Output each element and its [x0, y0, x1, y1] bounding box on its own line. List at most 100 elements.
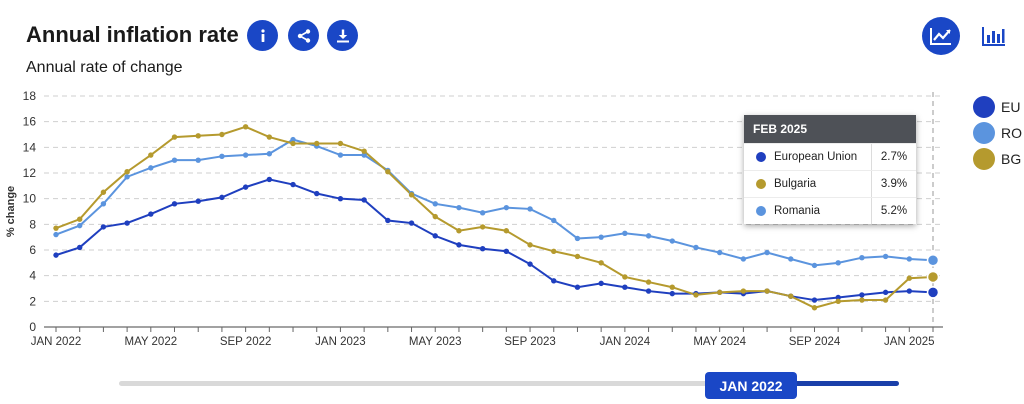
y-tick-label-6: 6	[29, 243, 36, 257]
point-ro-34	[859, 255, 865, 261]
point-eu-17	[456, 242, 462, 248]
point-ro-4	[148, 165, 154, 171]
point-eu-2	[100, 224, 107, 230]
point-eu-20	[527, 261, 533, 267]
point-eu-14	[385, 217, 391, 224]
y-tick-label-10: 10	[23, 192, 37, 206]
point-eu-25	[645, 288, 652, 294]
x-tick-label-4: MAY 2022	[124, 336, 177, 348]
info-button[interactable]	[247, 20, 278, 51]
legend: EU RO BG	[973, 94, 1022, 172]
tooltip-dot-bg	[756, 179, 766, 189]
point-eu-0	[53, 252, 59, 258]
time-slider-track[interactable]	[119, 381, 899, 386]
point-eu-5	[171, 201, 178, 207]
point-ro-23	[598, 234, 604, 240]
point-eu-3	[124, 220, 130, 226]
page-title: Annual inflation rate	[26, 22, 239, 47]
point-ro-12	[337, 152, 344, 158]
point-ro-5	[171, 157, 178, 163]
point-eu-32	[811, 297, 818, 303]
point-ro-22	[574, 235, 581, 242]
point-ro-37	[926, 254, 940, 267]
tooltip-name-eu: European Union	[774, 151, 858, 163]
point-eu-8	[242, 184, 249, 190]
tooltip-row-ro: Romania 5.2%	[744, 197, 916, 224]
point-bg-11	[314, 140, 320, 147]
tooltip-title: FEB 2025	[744, 115, 916, 143]
point-bg-37	[926, 270, 940, 284]
point-ro-13	[361, 152, 367, 158]
x-tick-label-24: JAN 2024	[600, 336, 651, 348]
tooltip-dot-ro	[756, 206, 766, 216]
point-ro-3	[124, 174, 130, 180]
point-eu-9	[266, 176, 273, 183]
point-ro-35	[882, 253, 889, 260]
point-bg-27	[693, 292, 699, 298]
share-button[interactable]	[288, 20, 319, 51]
legend-dot-ro	[973, 122, 995, 144]
point-bg-12	[337, 140, 344, 147]
point-bg-33	[835, 298, 841, 305]
legend-dot-eu	[973, 96, 995, 118]
tooltip-dot-eu	[756, 152, 766, 162]
point-ro-33	[835, 260, 841, 266]
tooltip: FEB 2025 European Union 2.7% Bulgaria 3.…	[744, 115, 916, 224]
share-icon	[297, 28, 310, 43]
point-bg-7	[219, 131, 225, 138]
point-eu-36	[906, 288, 912, 294]
point-ro-24	[622, 230, 628, 237]
point-eu-21	[551, 278, 557, 284]
point-bg-25	[645, 279, 652, 285]
bar-view-button[interactable]	[975, 17, 1013, 55]
point-eu-10	[290, 181, 296, 188]
point-eu-23	[598, 280, 604, 287]
download-button[interactable]	[327, 20, 358, 51]
point-bg-29	[740, 288, 747, 294]
series-line-bg	[55, 125, 934, 309]
x-tick-label-0: JAN 2022	[31, 336, 82, 348]
y-tick-label-14: 14	[23, 140, 37, 154]
legend-label-eu: EU	[1001, 99, 1021, 115]
point-eu-4	[148, 211, 154, 217]
tooltip-value-ro: 5.2%	[871, 198, 916, 224]
x-tick-label-36: JAN 2025	[884, 336, 935, 348]
point-bg-10	[290, 140, 296, 147]
y-axis-label: % change	[5, 186, 17, 237]
point-bg-17	[456, 228, 462, 234]
x-tick-label-16: MAY 2023	[409, 336, 462, 348]
point-bg-15	[408, 192, 415, 198]
point-ro-25	[645, 233, 652, 239]
point-ro-28	[716, 249, 723, 256]
time-slider-handle[interactable]: JAN 2022	[705, 372, 797, 399]
point-ro-17	[456, 204, 462, 211]
point-bg-34	[859, 297, 865, 303]
point-bg-16	[432, 213, 438, 220]
point-ro-19	[503, 204, 510, 211]
point-ro-6	[195, 157, 201, 163]
legend-item-eu[interactable]: EU	[973, 94, 1022, 120]
point-bg-21	[551, 248, 557, 254]
point-bg-1	[77, 216, 83, 222]
point-eu-18	[479, 246, 486, 252]
point-bg-35	[882, 297, 889, 303]
legend-dot-bg	[973, 148, 995, 170]
chart-subtitle: Annual rate of change	[26, 59, 183, 76]
line-view-button[interactable]	[922, 17, 960, 55]
legend-item-bg[interactable]: BG	[973, 146, 1022, 172]
point-bg-26	[669, 284, 675, 290]
tooltip-row-bg: Bulgaria 3.9%	[744, 170, 916, 197]
point-bg-2	[100, 189, 107, 195]
point-ro-20	[527, 206, 533, 212]
x-tick-label-20: SEP 2023	[504, 336, 556, 348]
point-bg-8	[242, 124, 249, 130]
point-eu-33	[835, 294, 841, 301]
x-tick-label-32: SEP 2024	[789, 336, 841, 348]
tooltip-value-eu: 2.7%	[871, 144, 916, 170]
point-ro-7	[219, 153, 225, 160]
y-tick-label-4: 4	[29, 269, 36, 283]
point-bg-36	[906, 275, 912, 281]
point-eu-16	[432, 233, 438, 239]
point-eu-22	[574, 284, 581, 290]
legend-item-ro[interactable]: RO	[973, 120, 1022, 146]
